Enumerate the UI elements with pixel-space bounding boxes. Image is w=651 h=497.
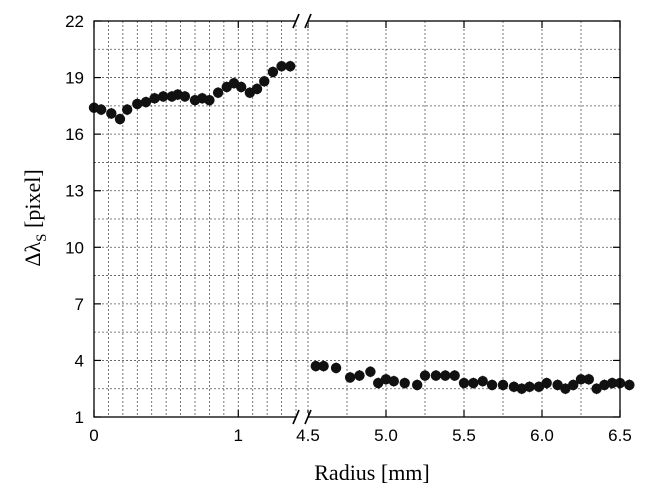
data-point: [96, 104, 107, 115]
axis-break-gap: [296, 413, 308, 421]
data-point: [267, 66, 279, 78]
data-point: [373, 377, 384, 389]
data-points: [88, 60, 635, 395]
y-axis-title-sub: S: [34, 233, 50, 241]
data-point: [533, 381, 545, 393]
data-point: [624, 379, 635, 391]
axis-break-slash: [304, 409, 312, 425]
y-tick-label: 4: [75, 351, 84, 370]
y-tick-label: 22: [65, 12, 84, 31]
data-point: [204, 95, 215, 106]
data-point: [114, 113, 126, 125]
data-point: [365, 366, 376, 377]
data-point: [591, 383, 602, 394]
data-point: [412, 379, 423, 391]
data-point: [388, 375, 399, 387]
data-point: [440, 370, 451, 381]
data-point: [560, 383, 571, 394]
data-point: [599, 379, 610, 391]
data-point: [568, 379, 579, 391]
y-axis-title-unit: [pixel]: [20, 169, 45, 233]
axis-break-gap: [296, 17, 308, 25]
data-point: [575, 374, 587, 385]
x-tick-label: 0: [89, 426, 98, 445]
y-axis-title: ΔλS [pixel]: [20, 169, 50, 266]
y-tick-label: 1: [75, 408, 84, 427]
data-point: [508, 381, 520, 393]
data-point: [449, 370, 460, 381]
data-point: [399, 377, 410, 389]
data-point: [552, 379, 563, 391]
x-tick-label: 4.5: [296, 426, 320, 445]
data-point: [541, 377, 552, 389]
data-point: [251, 83, 263, 95]
data-point: [140, 96, 152, 108]
data-point: [285, 61, 296, 72]
data-point: [524, 381, 535, 393]
data-point: [486, 379, 498, 391]
y-axis-title-main: Δλ: [20, 242, 45, 267]
data-point: [212, 87, 224, 98]
data-point: [344, 372, 356, 383]
x-tick-label: 1: [234, 426, 243, 445]
x-axis-title: Radius [mm]: [314, 460, 430, 485]
data-point: [380, 374, 392, 385]
data-point: [276, 61, 287, 72]
x-tick-label: 5.0: [374, 426, 398, 445]
data-point: [354, 370, 365, 381]
data-point: [419, 370, 431, 381]
data-point: [179, 91, 191, 102]
y-tick-label: 7: [75, 295, 84, 314]
data-point: [121, 104, 133, 115]
y-tick-label: 13: [65, 182, 84, 201]
plot-frame: [93, 13, 621, 425]
y-tick-label: 16: [65, 125, 84, 144]
data-point: [583, 374, 594, 385]
axis-break-slash: [304, 13, 312, 29]
data-point: [149, 93, 160, 104]
plot-border: [93, 20, 621, 418]
x-tick-label: 6.0: [530, 426, 554, 445]
data-point: [310, 360, 321, 372]
x-tick-label: 6.5: [608, 426, 632, 445]
data-point: [477, 375, 488, 387]
y-tick-label: 19: [65, 69, 84, 88]
data-point: [318, 360, 329, 372]
data-point: [458, 377, 470, 389]
data-point: [516, 383, 527, 394]
x-tick-label: 5.5: [452, 426, 476, 445]
data-point: [430, 370, 442, 381]
data-point: [235, 81, 247, 93]
data-point: [106, 108, 117, 119]
data-point: [607, 377, 618, 389]
grid: [94, 20, 620, 418]
y-tick-label: 10: [65, 238, 84, 257]
data-point: [468, 377, 479, 389]
data-point: [259, 76, 270, 87]
axis-break-slash: [292, 13, 300, 29]
data-point: [497, 379, 509, 391]
data-point: [132, 98, 143, 110]
data-point: [330, 362, 342, 374]
data-point: [158, 91, 169, 102]
axis-break-slash: [292, 409, 300, 425]
